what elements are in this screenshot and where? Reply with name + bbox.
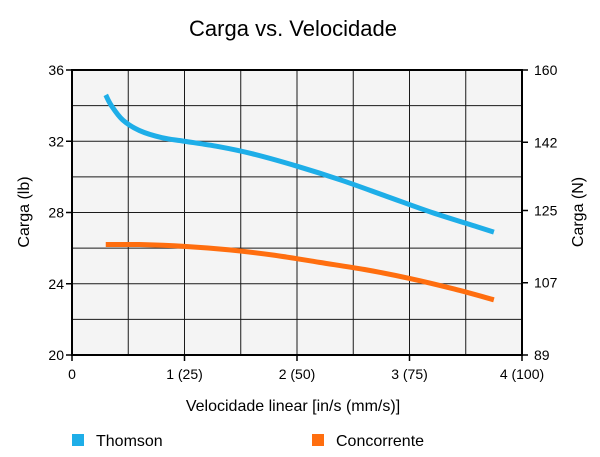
x-tick-label: 0 xyxy=(68,366,76,382)
series-line-thomson xyxy=(103,93,495,235)
y-tick-label: 28 xyxy=(48,205,64,221)
y2-tick-label: 89 xyxy=(534,347,550,363)
legend-swatch-thomson xyxy=(72,434,84,446)
series-line-concorrente xyxy=(105,241,495,303)
y-axis-left-ticks: 20 24 28 32 36 xyxy=(48,62,72,363)
y-tick-label: 32 xyxy=(48,133,64,149)
y-tick-label: 24 xyxy=(48,276,64,292)
y-axis-label-right: Carga (N) xyxy=(570,177,587,247)
legend: Thomson Concorrente xyxy=(72,433,424,450)
x-tick-label: 3 (75) xyxy=(391,366,428,382)
y2-tick-label: 160 xyxy=(534,62,558,78)
chart-title: Carga vs. Velocidade xyxy=(189,16,397,41)
y2-tick-label: 125 xyxy=(534,202,558,218)
legend-swatch-concorrente xyxy=(312,434,324,446)
x-tick-label: 4 (100) xyxy=(500,366,544,382)
y-tick-label: 20 xyxy=(48,347,64,363)
legend-label-concorrente: Concorrente xyxy=(336,433,424,450)
x-axis-ticks: 0 1 (25) 2 (50) 3 (75) 4 (100) xyxy=(68,355,544,382)
series-layer xyxy=(103,93,495,303)
y-axis-label-left: Carga (lb) xyxy=(16,176,33,247)
legend-label-thomson: Thomson xyxy=(96,433,163,450)
x-tick-label: 2 (50) xyxy=(279,366,316,382)
x-tick-label: 1 (25) xyxy=(166,366,203,382)
y-axis-right-ticks: 89 107 125 142 160 xyxy=(522,62,558,363)
plot-frame xyxy=(71,69,523,356)
x-axis-label: Velocidade linear [in/s (mm/s)] xyxy=(186,398,400,415)
y2-tick-label: 142 xyxy=(534,134,558,150)
y-tick-label: 36 xyxy=(48,62,64,78)
y2-tick-label: 107 xyxy=(534,275,558,291)
grid xyxy=(72,70,522,355)
